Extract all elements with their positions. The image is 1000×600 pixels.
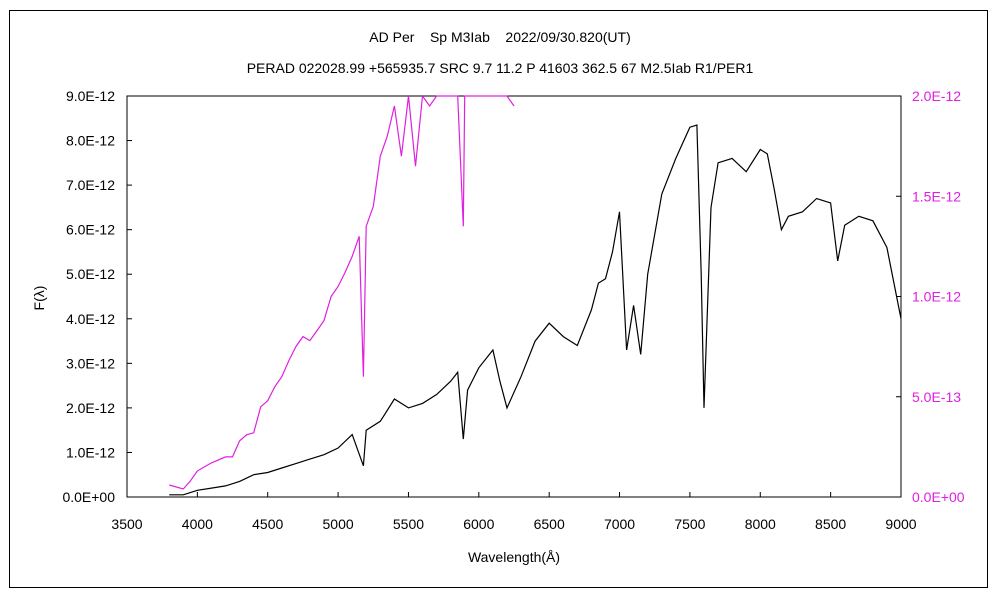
x-tick-label: 6500 bbox=[534, 516, 565, 532]
chart-frame bbox=[9, 10, 988, 588]
series-layer bbox=[169, 94, 902, 496]
y-left-tick-label: 9.0E-12 bbox=[66, 88, 115, 104]
y-right-tick-label: 1.5E-12 bbox=[912, 188, 961, 204]
y-left-tick-label: 4.0E-12 bbox=[66, 311, 115, 327]
x-tick-label: 8000 bbox=[745, 516, 776, 532]
chart-subtitle: PERAD 022028.99 +565935.7 SRC 9.7 11.2 P… bbox=[246, 60, 754, 76]
y-left-tick-label: 8.0E-12 bbox=[66, 133, 115, 149]
x-tick-label: 3500 bbox=[111, 516, 142, 532]
black-spectrum-line bbox=[169, 124, 902, 496]
y-left-tick-label: 7.0E-12 bbox=[66, 177, 115, 193]
x-tick-label: 5500 bbox=[393, 516, 424, 532]
y-left-tick-label: 1.0E-12 bbox=[66, 444, 115, 460]
y-axis-left: 0.0E+00 1.0E-12 2.0E-12 3.0E-12 4.0E-12 5.0E-… bbox=[62, 88, 132, 505]
x-tick-label: 8500 bbox=[815, 516, 846, 532]
y-axis-right: 0.0E+00 5.0E-13 1.0E-12 1.5E-12 2.0E-12 bbox=[896, 88, 965, 505]
x-tick-label: 7500 bbox=[674, 516, 705, 532]
x-tick-label: 7000 bbox=[604, 516, 635, 532]
x-tick-label: 6000 bbox=[463, 516, 494, 532]
y-right-tick-label: 5.0E-13 bbox=[912, 389, 961, 405]
x-tick-label: 5000 bbox=[323, 516, 354, 532]
x-axis-label: Wavelength(Å) bbox=[468, 549, 560, 565]
y-left-tick-label: 0.0E+00 bbox=[62, 489, 115, 505]
y-left-tick-label: 5.0E-12 bbox=[66, 266, 115, 282]
y-left-tick-label: 6.0E-12 bbox=[66, 222, 115, 238]
y-left-tick-label: 2.0E-12 bbox=[66, 400, 115, 416]
y-left-tick-label: 3.0E-12 bbox=[66, 355, 115, 371]
y-right-tick-label: 1.0E-12 bbox=[912, 289, 961, 305]
x-tick-label: 4000 bbox=[182, 516, 213, 532]
magenta-spectrum-line bbox=[169, 94, 515, 490]
plot-area bbox=[126, 95, 902, 498]
y-right-tick-label: 2.0E-12 bbox=[912, 88, 961, 104]
x-axis: 3500 4000 4500 5000 5500 6000 6500 7000 7500 8000… bbox=[111, 492, 917, 532]
chart-title: AD Per Sp M3Iab 2022/09/30.820(UT) bbox=[369, 29, 631, 45]
y-axis-label: F(λ) bbox=[31, 286, 47, 311]
y-right-tick-label: 0.0E+00 bbox=[912, 489, 965, 505]
x-tick-label: 4500 bbox=[252, 516, 283, 532]
x-tick-label: 9000 bbox=[885, 516, 916, 532]
